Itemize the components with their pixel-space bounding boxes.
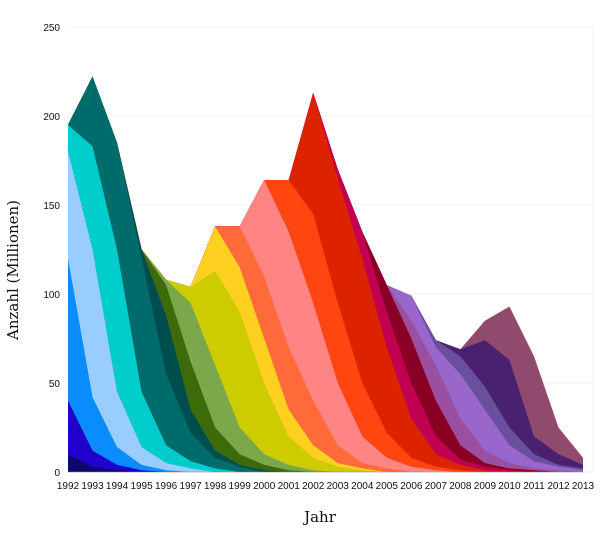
y-tick-label: 100	[43, 290, 60, 301]
x-tick-label: 2007	[425, 481, 448, 492]
x-tick-label: 1992	[57, 481, 80, 492]
x-axis-label: Jahr	[302, 508, 337, 526]
x-tick-label: 2010	[498, 481, 521, 492]
x-tick-label: 2004	[351, 481, 374, 492]
x-tick-label: 2011	[523, 481, 545, 492]
x-tick-label: 2001	[278, 481, 301, 492]
area-series-9	[68, 76, 583, 473]
x-tick-label: 2002	[302, 481, 325, 492]
x-axis-ticks: 1992 1993 1994 1995 1996 1997 1998 1999 2000 2001…	[57, 481, 595, 492]
x-tick-label: 1993	[81, 481, 104, 492]
x-tick-label: 2006	[400, 481, 423, 492]
x-tick-label: 2009	[474, 481, 497, 492]
area-series-4	[68, 151, 583, 472]
x-tick-label: 2000	[253, 481, 276, 492]
x-tick-label: 2008	[449, 481, 472, 492]
x-tick-label: 1998	[204, 481, 227, 492]
x-tick-label: 2013	[572, 481, 595, 492]
y-tick-label: 150	[43, 201, 60, 212]
y-tick-label: 50	[49, 379, 61, 390]
x-tick-label: 2005	[376, 481, 399, 492]
x-tick-label: 1997	[179, 481, 202, 492]
x-tick-label: 1995	[130, 481, 153, 492]
x-tick-label: 2003	[327, 481, 350, 492]
y-tick-label: 250	[43, 23, 60, 34]
y-axis-ticks: 0 50 100 150 200 250	[43, 23, 60, 479]
y-axis-label: Anzahl (Millionen)	[4, 200, 22, 341]
area-series-3	[68, 258, 583, 472]
x-tick-label: 1999	[229, 481, 252, 492]
y-tick-label: 200	[43, 112, 60, 123]
x-tick-label: 1996	[155, 481, 178, 492]
x-tick-label: 1994	[106, 481, 129, 492]
y-tick-label: 0	[54, 468, 60, 479]
areas	[68, 76, 583, 473]
x-tick-label: 2012	[547, 481, 570, 492]
